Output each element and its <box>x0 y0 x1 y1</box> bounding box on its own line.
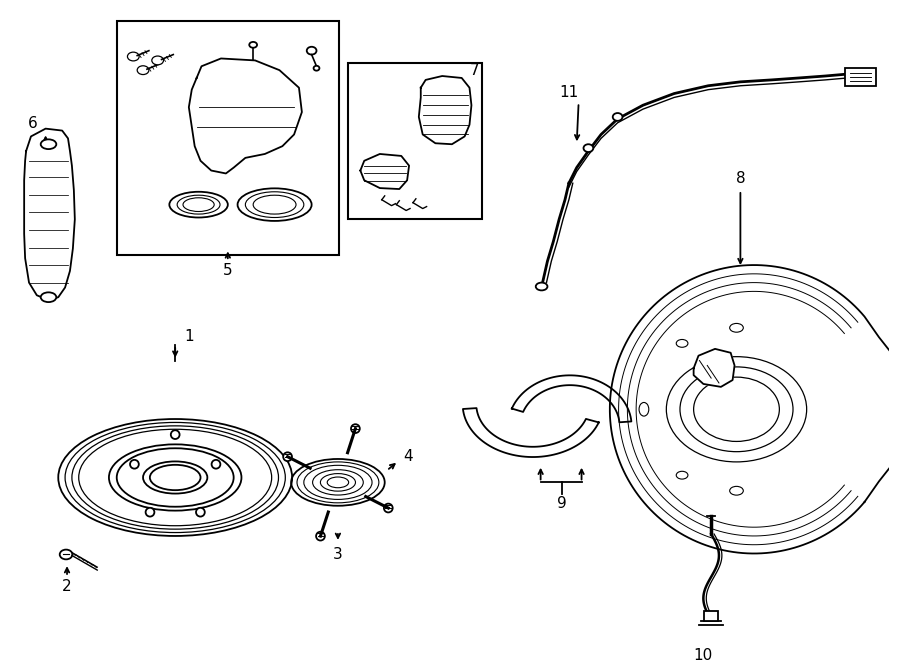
Ellipse shape <box>536 283 547 290</box>
Ellipse shape <box>40 292 57 302</box>
Ellipse shape <box>128 52 140 61</box>
Text: 1: 1 <box>184 329 194 344</box>
Text: 4: 4 <box>403 449 413 463</box>
Ellipse shape <box>212 460 220 469</box>
Text: 11: 11 <box>559 85 579 100</box>
Ellipse shape <box>307 47 317 55</box>
Ellipse shape <box>583 144 593 152</box>
Ellipse shape <box>137 66 148 75</box>
Ellipse shape <box>59 549 72 559</box>
Ellipse shape <box>130 460 139 469</box>
Ellipse shape <box>284 452 292 461</box>
Ellipse shape <box>152 56 164 65</box>
Ellipse shape <box>316 531 325 541</box>
Polygon shape <box>24 129 75 300</box>
Text: 2: 2 <box>62 579 72 594</box>
Polygon shape <box>512 375 632 422</box>
Polygon shape <box>610 265 890 553</box>
Ellipse shape <box>384 504 392 512</box>
Ellipse shape <box>196 508 205 516</box>
Bar <box>705 611 718 621</box>
Ellipse shape <box>351 424 360 433</box>
Ellipse shape <box>169 192 228 217</box>
Bar <box>845 68 876 86</box>
Text: 8: 8 <box>735 171 745 186</box>
Ellipse shape <box>238 188 311 221</box>
Polygon shape <box>463 408 598 457</box>
Ellipse shape <box>40 139 57 149</box>
Polygon shape <box>694 349 734 387</box>
Bar <box>347 63 482 219</box>
Bar <box>117 21 339 255</box>
Text: 5: 5 <box>223 263 232 278</box>
Text: 10: 10 <box>694 648 713 661</box>
Text: 3: 3 <box>333 547 343 562</box>
Ellipse shape <box>249 42 257 48</box>
Polygon shape <box>418 76 472 144</box>
Text: 7: 7 <box>470 63 479 77</box>
Ellipse shape <box>146 508 155 516</box>
Ellipse shape <box>613 113 623 121</box>
Ellipse shape <box>313 66 320 71</box>
Text: 9: 9 <box>557 496 567 512</box>
Polygon shape <box>189 58 302 173</box>
Ellipse shape <box>171 430 180 439</box>
Polygon shape <box>360 154 410 189</box>
Text: 6: 6 <box>28 116 38 132</box>
